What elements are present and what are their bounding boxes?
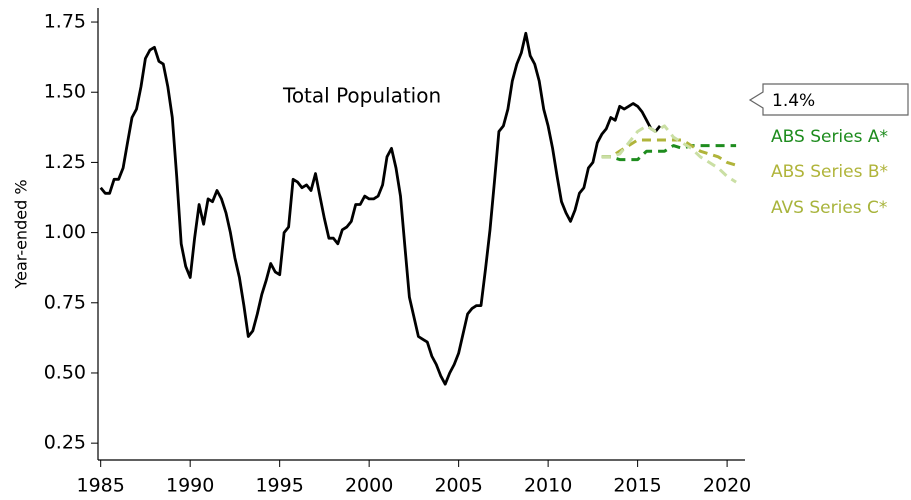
x-tick-label: 1985 [77, 475, 125, 497]
series-line [99, 31, 662, 386]
series-line [601, 138, 737, 167]
y-tick-label: 1.00 [44, 221, 86, 243]
x-tick-label: 2005 [434, 475, 482, 497]
x-tick-label: 2010 [524, 475, 572, 497]
x-tick-label: 2000 [345, 475, 393, 497]
x-tick-label: 1995 [255, 475, 303, 497]
legend-label: ABS Series B* [771, 162, 888, 182]
x-tick-label: 2015 [613, 475, 661, 497]
legend-label: AVS Series C* [771, 198, 887, 218]
series-line [601, 124, 737, 184]
x-tick-label: 1990 [166, 475, 214, 497]
y-tick-label: 0.75 [44, 291, 86, 313]
y-tick-label: 1.75 [44, 11, 86, 33]
x-tick-label: 2020 [703, 475, 751, 497]
y-axis-title: Year-ended % [12, 179, 31, 289]
callout-text: 1.4% [772, 91, 815, 111]
y-tick-label: 1.50 [44, 81, 86, 103]
y-tick-label: 0.50 [44, 361, 86, 383]
y-tick-label: 0.25 [44, 432, 86, 454]
y-tick-label: 1.25 [44, 151, 86, 173]
series-label: Total Population [282, 84, 441, 108]
series-line [601, 144, 737, 162]
callout-box [748, 83, 909, 116]
legend-label: ABS Series A* [771, 127, 888, 147]
